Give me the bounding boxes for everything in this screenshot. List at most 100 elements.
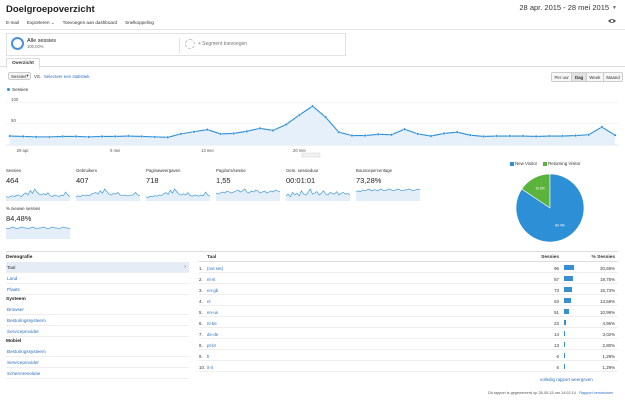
legend-label: Returning Visitor [548,161,581,166]
dimension-item[interactable]: Plaats [6,284,189,295]
column-header-language[interactable]: Taal [207,255,217,260]
data-point [61,134,65,138]
metric-tile[interactable]: Bouncepercentage 73,28% [356,168,422,204]
dimension-item[interactable]: Serviceprovider [6,326,189,337]
pct-sessions-value: 13,58% [600,298,615,304]
period-button-2[interactable]: Week [586,73,604,81]
data-point [192,130,196,134]
metric-tile[interactable]: Gem. sessieduur 00:01:01 [286,168,352,204]
tab-overview[interactable]: Overzicht [6,58,40,69]
metric-select[interactable]: Sessies ▾ [8,72,31,80]
data-point [179,132,183,136]
add-to-dashboard-button[interactable]: Toevoegen aan dashboard [62,20,118,25]
data-point [297,113,301,117]
x-tick-label: 20 mei [293,148,306,153]
data-point [47,135,51,139]
sessions-line-chart[interactable]: 100 50 29 apr. 6 mei 13 mei 20 mei [0,93,625,161]
empty-segment-icon [185,39,195,49]
table-row: 5. en-us 51 10,99% [199,306,618,317]
x-tick-label: 13 mei [201,148,214,153]
x-tick-label: 6 mei [110,148,120,153]
period-button-1[interactable]: Dag [572,73,587,81]
report-toolbar: E-mail Exporteren ⌄ Toevoegen aan dashbo… [6,20,154,26]
sessions-value: 6 [556,364,559,370]
metric-label: Pagina's/sessie [216,168,246,173]
sessions-value: 87 [554,276,559,282]
language-link[interactable]: it-it [207,364,213,370]
language-link[interactable]: de-de [207,331,219,337]
sessions-value: 63 [554,298,559,304]
segment-all-sessions[interactable]: Alle sessies 100,00% [11,37,56,50]
language-link[interactable]: nl [207,298,211,304]
select-metric-link[interactable]: Selecteer een statistiek [44,74,90,79]
data-point [363,134,367,138]
shortcut-button[interactable]: Snelkoppeling [125,20,154,25]
data-point [468,133,472,137]
data-point [8,134,12,138]
data-point [613,133,617,137]
email-button[interactable]: E-mail [6,20,20,25]
language-link[interactable]: fr [207,353,210,359]
visitor-type-pie-chart[interactable]: 84.4% 15.6% [514,172,586,244]
period-button-3[interactable]: Maand [603,73,623,81]
add-segment-button[interactable]: + Segment toevoegen [185,39,247,49]
full-report-link[interactable]: volledig rapport weergeven [540,377,593,382]
metric-tile[interactable]: Gebruikers 407 [76,168,142,204]
sparkline-line [146,188,210,198]
metric-value: 718 [146,176,159,185]
date-range-picker[interactable]: 28 apr. 2015 - 28 mei 2015 ▼ [519,3,617,12]
dimension-item[interactable]: Land [6,273,189,284]
language-link[interactable]: nl-be [207,320,217,326]
data-point [140,134,144,138]
series-area [10,106,615,145]
dimension-item[interactable]: Schermresolutie [6,368,189,379]
share-bar [564,353,565,358]
legend-swatch [510,162,514,166]
language-link[interactable]: pt-br [207,342,217,348]
pie-legend: New Visitor Returning Visitor [510,161,581,166]
table-header: Taal Sessies % Sessies [199,253,618,262]
data-point [245,129,249,133]
metric-tile[interactable]: % nieuwe sessies 84,48% [6,206,72,242]
refresh-report-link[interactable]: Rapport vernieuwen [579,391,614,395]
add-segment-label: + Segment toevoegen [198,41,248,47]
dimension-item[interactable]: Besturingssysteem [6,346,189,357]
data-point [389,133,393,137]
data-point [74,134,78,138]
sparkline-area [216,189,280,201]
y-tick-label: 100 [11,97,19,102]
sparkline-line [6,226,70,230]
language-link[interactable]: en-us [207,309,218,315]
dimension-item[interactable]: Browser [6,304,189,315]
column-header-sessions[interactable]: Sessies [541,255,559,260]
language-link[interactable]: en-gb [207,287,219,293]
data-point [442,131,446,135]
metric-tile[interactable]: Paginaweergaven 718 [146,168,212,204]
data-point [508,134,512,138]
data-point [311,104,315,108]
legend-item-returning: Returning Visitor [543,161,581,166]
divider [179,38,180,53]
dimension-item[interactable]: Taal [6,262,189,273]
sparkline-line [286,188,350,198]
hide-toolbar-icon[interactable] [608,18,616,24]
language-link[interactable]: (not set) [207,265,224,271]
pct-sessions-value: 20,69% [600,265,615,271]
sparkline-area [286,189,350,201]
share-bar [564,287,572,292]
metric-label: Gebruikers [76,168,98,173]
period-button-0[interactable]: Per uur [552,73,573,81]
export-button[interactable]: Exporteren ⌄ [27,20,55,26]
row-index: 5. [199,309,203,315]
table-row: 1. (not set) 96 20,69% [199,262,618,273]
dimension-item[interactable]: Serviceprovider [6,357,189,368]
metric-tile[interactable]: Pagina's/sessie 1,55 [216,168,282,204]
metric-tile[interactable]: Sessies 464 [6,168,72,204]
language-link[interactable]: nl-nl [207,276,216,282]
dimension-item[interactable]: Besturingssysteem [6,315,189,326]
chevron-down-icon: ▾ [26,73,29,78]
metric-value: 464 [6,176,19,185]
sessions-value: 6 [556,353,559,359]
data-point [284,122,288,126]
column-header-pct-sessions[interactable]: % Sessies [591,255,615,260]
